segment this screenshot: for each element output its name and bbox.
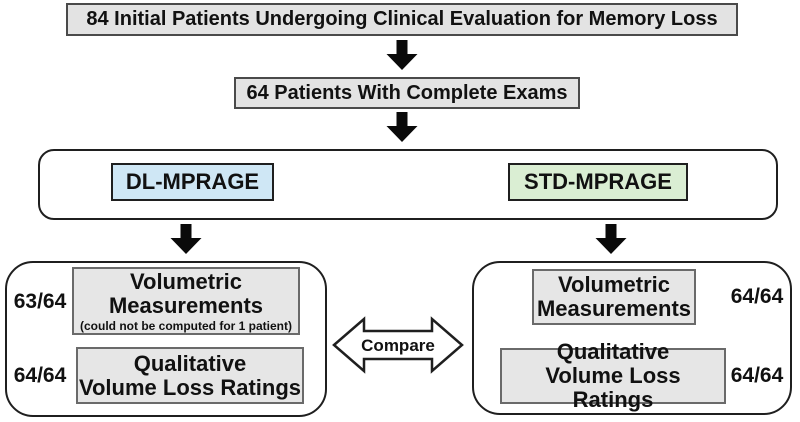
qualitative-line1: Qualitative	[556, 339, 670, 364]
dl-mprage-label: DL-MPRAGE	[125, 169, 260, 194]
std-volumetric-box: Volumetric Measurements	[532, 269, 696, 325]
qualitative-line1: Qualitative	[133, 350, 247, 376]
down-arrow-icon	[386, 112, 418, 142]
std-qualitative-count: 64/64	[730, 364, 784, 387]
std-qualitative-box: Qualitative Volume Loss Ratings	[500, 340, 726, 412]
step1-label: 84 Initial Patients Undergoing Clinical …	[86, 8, 718, 30]
dl-qualitative-count: 64/64	[13, 363, 67, 387]
volumetric-line2: Measurements	[536, 296, 692, 321]
std-mprage-label: STD-MPRAGE	[524, 169, 672, 194]
down-arrow-icon	[595, 224, 627, 254]
down-arrow-icon	[170, 224, 202, 254]
double-arrow-icon: Compare	[332, 316, 464, 374]
dl-volumetric-box: Volumetric Measurements (could not be co…	[72, 267, 300, 335]
dl-qualitative-box: Qualitative Volume Loss Ratings	[76, 347, 304, 404]
dl-mprage-box: DL-MPRAGE	[111, 163, 274, 201]
volumetric-line1: Volumetric	[129, 268, 243, 294]
down-arrow-icon	[386, 40, 418, 70]
compare-arrow: Compare	[332, 313, 464, 377]
qualitative-line2: Volume Loss Ratings	[545, 363, 681, 412]
dl-volumetric-count: 63/64	[13, 290, 67, 313]
volumetric-line2: Measurements	[108, 292, 264, 318]
qualitative-line2: Volume Loss Ratings	[78, 374, 302, 400]
step1-box: 84 Initial Patients Undergoing Clinical …	[66, 3, 738, 36]
step2-box: 64 Patients With Complete Exams	[234, 77, 580, 109]
volumetric-line1: Volumetric	[557, 272, 671, 297]
compare-label: Compare	[361, 336, 435, 355]
step2-label: 64 Patients With Complete Exams	[246, 81, 568, 104]
std-volumetric-count: 64/64	[730, 285, 784, 308]
std-results-container: Volumetric Measurements 64/64 Qualitativ…	[472, 261, 792, 415]
std-mprage-box: STD-MPRAGE	[508, 163, 688, 201]
volumetric-note: (could not be computed for 1 patient)	[80, 318, 292, 333]
dl-results-container: 63/64 Volumetric Measurements (could not…	[5, 261, 327, 417]
